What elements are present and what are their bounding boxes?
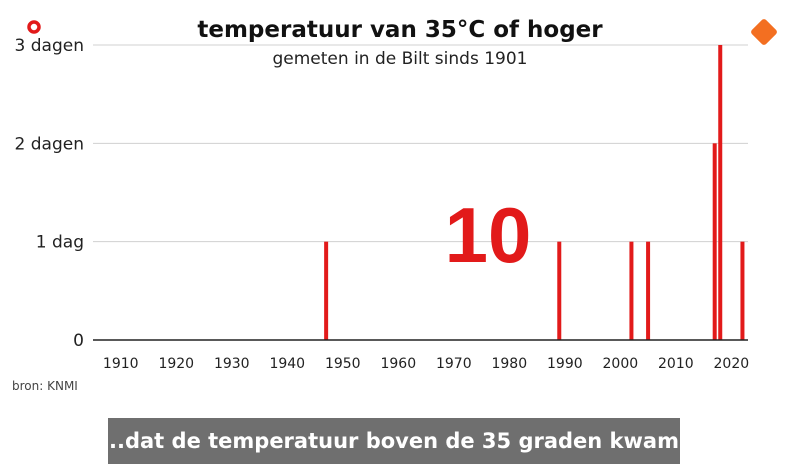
x-tick-labels: 1910 1920 1930 1940 1950 1960 1970 1980 1990 2000… — [103, 356, 749, 372]
bar-1989 — [557, 241, 562, 340]
y-tick-label: 0 — [73, 331, 84, 351]
x-tick-label: 1920 — [158, 356, 194, 372]
x-tick-label: 1950 — [325, 356, 361, 372]
npo-logo-icon — [751, 19, 777, 45]
subtitle-caption: ...dat de temperatuur boven de 35 graden… — [101, 418, 687, 464]
bar-2017 — [712, 143, 717, 340]
y-tick-label: 3 dagen — [15, 36, 84, 56]
bar-2002 — [629, 241, 634, 340]
x-tick-label: 2020 — [714, 356, 750, 372]
x-tick-label: 1930 — [214, 356, 250, 372]
bars — [324, 45, 745, 340]
chart-subtitle: gemeten in de Bilt sinds 1901 — [273, 49, 528, 69]
y-tick-label: 1 dag — [36, 233, 84, 253]
bar-2005 — [646, 241, 651, 340]
source-label: bron: KNMI — [12, 379, 78, 393]
bar-2022 — [740, 241, 745, 340]
grid-lines — [93, 44, 748, 243]
bar-2018 — [718, 45, 723, 340]
y-tick-labels: 0 1 dag 2 dagen 3 dagen — [15, 36, 84, 351]
x-tick-label: 1960 — [380, 356, 416, 372]
x-tick-label: 1940 — [269, 356, 305, 372]
y-tick-label: 2 dagen — [15, 134, 84, 154]
x-tick-label: 2010 — [658, 356, 694, 372]
x-tick-label: 1990 — [547, 356, 583, 372]
red-ring-icon — [27, 20, 41, 34]
x-tick-label: 1910 — [103, 356, 139, 372]
chart-title: temperatuur van 35°C of hoger — [197, 17, 603, 43]
bar-1947 — [324, 241, 329, 340]
annotation-count: 10 — [445, 191, 532, 279]
x-tick-label: 1970 — [436, 356, 472, 372]
x-tick-label: 1980 — [491, 356, 527, 372]
x-tick-label: 2000 — [603, 356, 639, 372]
